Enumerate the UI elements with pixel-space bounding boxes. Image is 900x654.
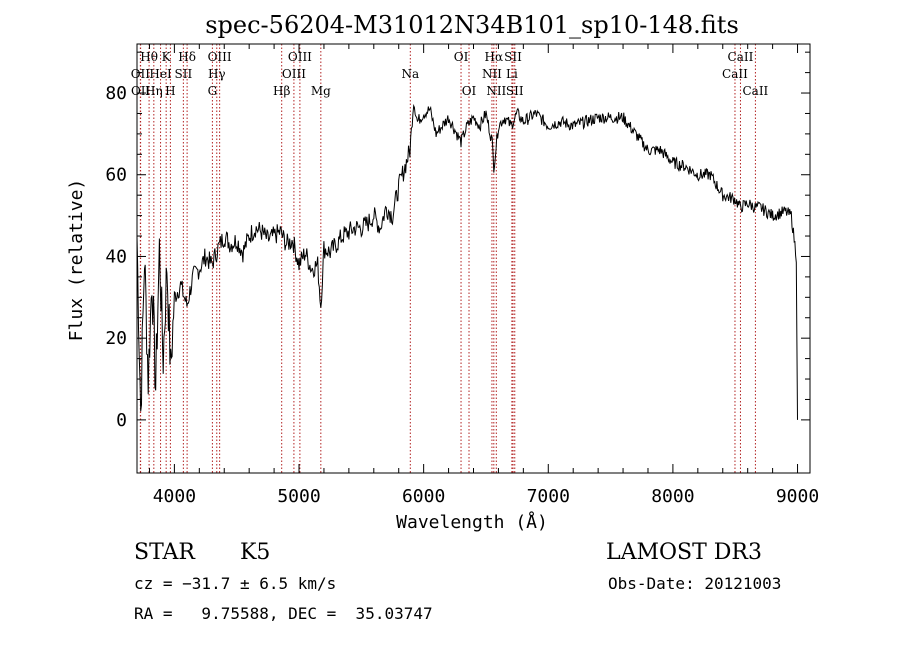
object-subclass: K5 xyxy=(240,540,271,565)
spectral-line-markers xyxy=(139,44,756,473)
line-label: G xyxy=(208,84,218,98)
line-label: OII xyxy=(131,84,151,98)
line-label: Li xyxy=(506,67,518,81)
x-axis: 4000 5000 6000 7000 8000 9000 xyxy=(148,44,819,507)
x-tick-label: 6000 xyxy=(402,486,445,507)
line-label: OIII xyxy=(288,50,312,64)
line-label: Hγ xyxy=(208,67,226,81)
line-label: OII xyxy=(131,67,151,81)
line-label: OI xyxy=(462,84,477,98)
x-tick-label: 5000 xyxy=(277,486,320,507)
y-axis: 0 20 40 60 80 xyxy=(105,51,810,431)
object-class: STAR xyxy=(134,540,195,565)
line-label: SII xyxy=(504,50,522,64)
line-label: CaII xyxy=(742,84,768,98)
line-label: Hα xyxy=(485,50,504,64)
y-tick-label: 80 xyxy=(105,83,127,104)
x-tick-label: 4000 xyxy=(153,486,196,507)
line-label: SII xyxy=(506,84,524,98)
spectrum-line xyxy=(136,103,798,420)
y-axis-label: Flux (relative) xyxy=(66,179,87,342)
x-tick-label: 9000 xyxy=(776,486,819,507)
x-tick-label: 8000 xyxy=(651,486,694,507)
y-tick-label: 40 xyxy=(105,246,127,267)
chart-title: spec-56204-M31012N34B101_sp10-148.fits xyxy=(205,11,739,39)
line-label: OI xyxy=(454,50,469,64)
line-label: NII xyxy=(486,84,506,98)
y-tick-label: 0 xyxy=(116,410,127,431)
x-tick-label: 7000 xyxy=(527,486,570,507)
coordinates: RA = 9.75588, DEC = 35.03747 xyxy=(134,604,433,623)
y-tick-label: 60 xyxy=(105,165,127,186)
line-label: H xyxy=(165,84,175,98)
line-label: SII xyxy=(175,67,193,81)
line-label: K xyxy=(162,50,172,64)
line-label: HeI xyxy=(149,67,172,81)
y-tick-label: 20 xyxy=(105,328,127,349)
line-label: Hη xyxy=(145,84,163,98)
plot-frame xyxy=(136,43,811,474)
line-label: Na xyxy=(401,67,419,81)
line-label: CaII xyxy=(728,50,754,64)
line-label: Hβ xyxy=(273,84,290,98)
redshift-value: cz = −31.7 ± 6.5 km/s xyxy=(134,574,337,593)
x-axis-label: Wavelength (Å) xyxy=(396,511,548,533)
survey-name: LAMOST DR3 xyxy=(606,540,762,565)
line-label: CaII xyxy=(722,67,748,81)
obs-date: Obs-Date: 20121003 xyxy=(608,574,782,593)
line-label: Hθ xyxy=(140,50,158,64)
spectrum-series xyxy=(136,103,798,420)
line-label: OIII xyxy=(208,50,232,64)
line-label: Mg xyxy=(311,84,331,98)
line-label: OIII xyxy=(282,67,306,81)
line-label: Hδ xyxy=(178,50,196,64)
line-label: NII xyxy=(482,67,502,81)
